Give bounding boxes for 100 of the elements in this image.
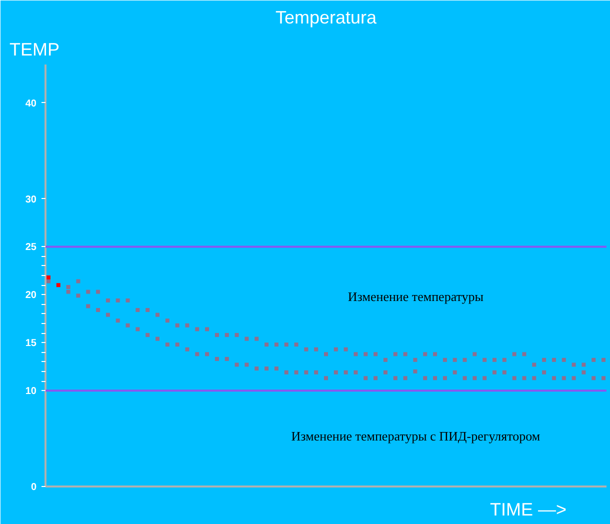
- point: [116, 318, 120, 323]
- point: [224, 356, 229, 361]
- point: [364, 352, 368, 356]
- point: [156, 336, 160, 341]
- point: [224, 332, 229, 337]
- point: [592, 376, 596, 380]
- point: [452, 370, 457, 374]
- point: [175, 342, 180, 347]
- y-tick-label: 30: [25, 194, 37, 206]
- point: [582, 362, 586, 367]
- y-tick-label: 15: [25, 338, 37, 350]
- point: [442, 376, 447, 380]
- point: [452, 358, 457, 362]
- point: [522, 352, 526, 356]
- point: [284, 342, 288, 347]
- point: [264, 342, 269, 347]
- point: [383, 370, 388, 374]
- point: [403, 376, 408, 380]
- point: [106, 312, 110, 317]
- point: [66, 290, 70, 294]
- point: [364, 376, 368, 380]
- point: [116, 298, 120, 302]
- point: [304, 370, 308, 374]
- point: [433, 352, 438, 356]
- point: [284, 370, 288, 374]
- point: [462, 358, 467, 362]
- point: [582, 370, 586, 374]
- point: [195, 327, 200, 332]
- point: [393, 376, 398, 380]
- point: [214, 332, 219, 337]
- point: [86, 290, 90, 294]
- point: [96, 308, 100, 312]
- point: [205, 327, 210, 332]
- point: [136, 308, 140, 312]
- point: [552, 358, 556, 362]
- point: [462, 376, 467, 380]
- annotation: Изменение температуры: [348, 289, 484, 304]
- x-axis-title: TIME —>: [490, 500, 567, 520]
- point: [562, 376, 566, 380]
- point: [214, 356, 219, 361]
- point: [244, 362, 249, 367]
- point: [324, 376, 328, 380]
- point: [234, 332, 239, 337]
- point: [542, 370, 546, 374]
- point: [374, 376, 378, 380]
- point: [403, 352, 408, 356]
- point: [136, 327, 140, 332]
- point: [274, 366, 278, 371]
- point: [106, 298, 110, 302]
- point: [126, 323, 130, 328]
- annotation: Изменение температуры с ПИД-регулятором: [291, 428, 540, 444]
- point: [592, 358, 596, 362]
- point: [56, 283, 60, 288]
- point: [562, 358, 566, 362]
- point: [502, 358, 506, 362]
- point: [274, 342, 278, 347]
- point: [472, 352, 477, 356]
- point: [482, 358, 487, 362]
- point: [234, 362, 239, 367]
- point: [304, 347, 308, 352]
- point: [502, 370, 506, 374]
- point: [413, 358, 418, 362]
- point: [76, 279, 80, 284]
- point: [314, 347, 318, 352]
- point: [324, 352, 328, 356]
- point: [374, 352, 378, 356]
- y-tick-label: 25: [25, 242, 37, 254]
- y-tick-label: 10: [25, 386, 37, 398]
- y-axis-title: TEMP: [10, 40, 60, 60]
- point: [354, 352, 358, 356]
- point: [602, 376, 606, 380]
- point: [423, 376, 428, 380]
- point: [572, 376, 576, 380]
- point: [126, 298, 130, 302]
- point: [294, 370, 298, 374]
- chart-title: Temperatura: [275, 8, 378, 28]
- y-tick-label: 40: [25, 98, 37, 110]
- point: [423, 352, 428, 356]
- point: [264, 366, 269, 371]
- point: [492, 370, 496, 374]
- point: [146, 308, 150, 312]
- point: [156, 312, 160, 317]
- point: [175, 323, 180, 328]
- point: [146, 332, 150, 337]
- point: [354, 370, 358, 374]
- point: [522, 376, 526, 380]
- point: [413, 369, 418, 374]
- point: [393, 352, 398, 356]
- point: [46, 279, 50, 284]
- point: [512, 352, 516, 356]
- point: [254, 336, 259, 341]
- point: [86, 304, 90, 308]
- point: [334, 370, 338, 374]
- point: [602, 358, 606, 362]
- point: [66, 285, 70, 290]
- point: [552, 376, 556, 380]
- point: [165, 342, 170, 347]
- point: [433, 376, 438, 380]
- point: [572, 362, 576, 367]
- y-tick-label: 20: [25, 290, 37, 302]
